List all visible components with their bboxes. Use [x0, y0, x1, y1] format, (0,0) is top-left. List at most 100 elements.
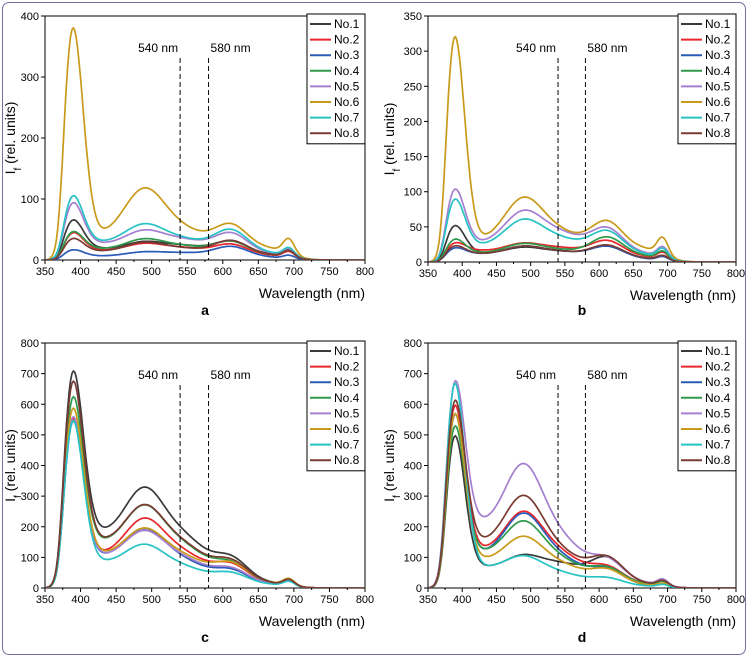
- y-axis-label: If (rel. units): [381, 429, 403, 502]
- x-tick-label: 350: [419, 268, 437, 280]
- y-tick-label: 0: [416, 583, 422, 595]
- y-tick-label: 400: [21, 11, 39, 23]
- x-tick-label: 800: [356, 594, 374, 606]
- chart-panel-d: 350 400 450 500 550 600 650 700 750 800 0 100 200 300…: [381, 338, 745, 645]
- y-tick-label: 50: [410, 222, 422, 234]
- panel-letter: b: [578, 302, 587, 318]
- legend-entry: No.2: [334, 360, 360, 374]
- legend-entry: No.6: [334, 95, 360, 109]
- x-axis-label: Wavelength (nm): [259, 613, 365, 629]
- y-tick-label: 400: [404, 461, 422, 473]
- x-tick-label: 500: [142, 594, 160, 606]
- marker-label-540: 540 nm: [138, 368, 178, 382]
- legend-entry: No.7: [334, 438, 360, 452]
- legend-box: [306, 13, 366, 145]
- legend: No.1 No.2No.3 No.4No.5 No.6 No.7No.8: [306, 13, 366, 145]
- series-line-No8: [429, 399, 736, 588]
- y-tick-label: 800: [404, 338, 422, 350]
- legend-box: [677, 340, 737, 472]
- x-tick-label: 600: [214, 594, 232, 606]
- x-tick-label: 800: [727, 594, 745, 606]
- y-tick-label: 100: [21, 552, 39, 564]
- y-tick-label: 300: [21, 491, 39, 503]
- x-tick-label: 700: [658, 268, 676, 280]
- legend-entry: No.4: [705, 64, 731, 78]
- y-tick-label: 300: [21, 72, 39, 84]
- legend-entry: No.2: [705, 360, 731, 374]
- x-tick-label: 800: [727, 268, 745, 280]
- y-tick-label: 0: [33, 583, 39, 595]
- y-tick-label: 700: [21, 369, 39, 381]
- legend-entry: No.7: [705, 111, 731, 125]
- series-group: [429, 379, 736, 588]
- legend-entry: No.2: [334, 33, 360, 47]
- chart-panel-c: 350 400 450 500 550 600 650 700 750 800 0 100 200 300…: [2, 338, 374, 645]
- x-tick-label: 600: [214, 266, 232, 278]
- series-line-No8: [429, 244, 736, 262]
- x-tick-label: 700: [285, 266, 303, 278]
- legend-entry: No.4: [705, 391, 731, 405]
- x-tick-label: 500: [521, 594, 539, 606]
- panel-letter: c: [201, 629, 209, 645]
- series-line-No8: [46, 237, 365, 260]
- x-tick-label: 800: [356, 266, 374, 278]
- series-line-No3: [429, 245, 736, 262]
- legend-entry: No.8: [334, 453, 360, 467]
- series-group: [46, 370, 365, 588]
- marker-label-580: 580 nm: [587, 41, 627, 55]
- legend-entry: No.3: [334, 375, 360, 389]
- marker-label-580: 580 nm: [211, 368, 251, 382]
- y-tick-label: 250: [404, 81, 422, 93]
- x-tick-label: 600: [590, 268, 608, 280]
- marker-label-580: 580 nm: [587, 368, 627, 382]
- x-tick-label: 500: [521, 268, 539, 280]
- x-tick-label: 450: [487, 594, 505, 606]
- y-tick-label: 500: [21, 430, 39, 442]
- x-tick-label: 350: [36, 266, 54, 278]
- y-tick-label: 100: [21, 194, 39, 206]
- legend-entry: No.5: [705, 79, 731, 93]
- y-tick-label: 600: [404, 399, 422, 411]
- legend-entry: No.6: [334, 422, 360, 436]
- chart-panel-b: 350 400 450 500 550 600 650 700 750 800 0 50 100 150 2…: [381, 11, 745, 318]
- y-tick-label: 0: [416, 257, 422, 269]
- legend-entry: No.1: [705, 344, 731, 358]
- marker-label-580: 580 nm: [211, 41, 251, 55]
- x-tick-label: 350: [419, 594, 437, 606]
- y-axis-label: If (rel. units): [381, 103, 403, 176]
- series-group: [429, 35, 736, 262]
- y-tick-label: 300: [404, 46, 422, 58]
- y-tick-label: 800: [21, 338, 39, 350]
- x-tick-label: 400: [71, 266, 89, 278]
- x-tick-label: 700: [285, 594, 303, 606]
- legend-entry: No.2: [705, 33, 731, 47]
- x-tick-label: 450: [107, 594, 125, 606]
- x-tick-label: 650: [624, 268, 642, 280]
- legend-entry: No.6: [705, 422, 731, 436]
- legend-entry: No.5: [334, 79, 360, 93]
- legend-box: [306, 340, 366, 472]
- legend-entry: No.8: [334, 126, 360, 140]
- legend-entry: No.8: [705, 126, 731, 140]
- marker-label-540: 540 nm: [516, 41, 556, 55]
- y-tick-label: 0: [33, 255, 39, 267]
- panel-letter: d: [578, 629, 587, 645]
- series-group: [46, 26, 365, 260]
- x-tick-label: 700: [658, 594, 676, 606]
- x-tick-label: 650: [249, 594, 267, 606]
- x-tick-label: 600: [590, 594, 608, 606]
- y-tick-label: 200: [21, 522, 39, 534]
- x-tick-label: 400: [453, 594, 471, 606]
- x-tick-label: 550: [178, 594, 196, 606]
- legend-entry: No.1: [705, 17, 731, 31]
- x-tick-label: 750: [320, 594, 338, 606]
- legend: No.1 No.2No.3 No.4No.5 No.6 No.7No.8: [677, 340, 737, 472]
- legend-entry: No.1: [334, 344, 360, 358]
- marker-label-540: 540 nm: [516, 368, 556, 382]
- y-axis-label: If (rel. units): [2, 102, 24, 175]
- legend-entry: No.7: [334, 111, 360, 125]
- y-tick-label: 500: [404, 430, 422, 442]
- x-tick-label: 550: [556, 268, 574, 280]
- y-tick-label: 700: [404, 369, 422, 381]
